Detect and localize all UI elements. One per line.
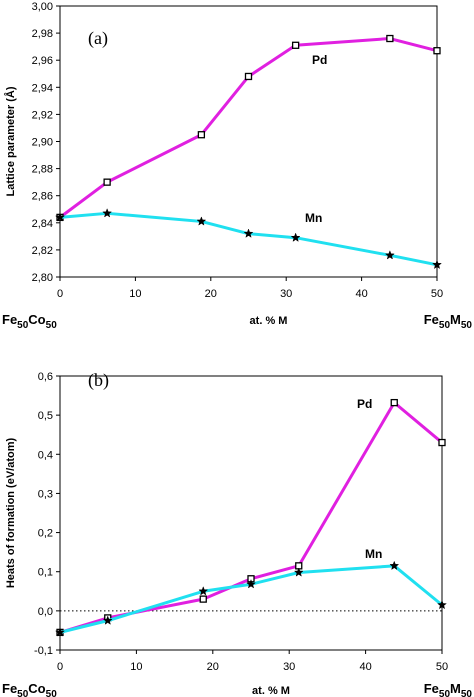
data-point-star [55, 627, 65, 637]
data-point-star [384, 250, 395, 260]
y-tick-label: 2,96 [32, 55, 53, 67]
data-point-star [290, 232, 301, 242]
y-axis-title: Heats of formation (eV/atom) [5, 437, 17, 588]
data-point-square [390, 398, 398, 407]
series-label-pd: Pd [312, 53, 327, 67]
x-tick-label: 50 [431, 288, 443, 300]
plot-frame [59, 5, 438, 278]
series-mn: Mn [55, 547, 447, 637]
data-point-star [198, 586, 209, 596]
panel-label: (a) [88, 28, 108, 49]
data-point-star [55, 212, 65, 222]
y-tick-label: 2,80 [32, 272, 53, 284]
data-point-star [102, 615, 113, 625]
data-point-star [432, 259, 442, 270]
x-tick-label: 30 [283, 661, 295, 673]
x-tick-label: 10 [129, 288, 141, 300]
x-axis-title: at. % M [250, 315, 288, 327]
x-tick-label: 40 [355, 288, 367, 300]
y-tick-label: 0,1 [38, 567, 53, 579]
y-axis-title: Lattice parameter (Å) [4, 86, 17, 196]
series-mn: Mn [55, 208, 442, 270]
x-axis-title: at. % M [252, 685, 290, 697]
y-tick-label: 0,4 [38, 449, 53, 461]
y-tick-label: 3,00 [32, 1, 53, 13]
y-tick-label: 2,92 [32, 109, 53, 121]
data-point-star [102, 208, 113, 218]
data-point-square [291, 41, 300, 49]
panel-label: (b) [88, 370, 109, 391]
x-tick-label: 0 [57, 661, 63, 673]
x-end-label-right: Fe50M50 [424, 312, 473, 331]
data-point-square [197, 131, 206, 139]
data-point-star [389, 560, 400, 571]
data-point-star [196, 216, 207, 226]
data-point-star [437, 599, 447, 610]
y-tick-label: -0,1 [34, 645, 53, 657]
data-point-square [244, 72, 253, 81]
x-tick-label: 50 [436, 661, 448, 673]
y-tick-label: 2,98 [32, 28, 53, 40]
x-tick-label: 0 [57, 288, 63, 300]
series-line-mn [59, 211, 438, 267]
data-point-star [293, 567, 304, 577]
series-label-mn: Mn [365, 547, 382, 561]
series-pd: Pd [56, 34, 441, 222]
x-tick-label: 30 [280, 288, 292, 300]
data-point-square [103, 178, 111, 186]
data-point-star [246, 579, 256, 589]
y-tick-label: 0,3 [38, 488, 53, 500]
x-tick-label: 20 [207, 661, 219, 673]
data-point-square [433, 47, 441, 55]
x-end-label-left: Fe50Co50 [2, 312, 57, 331]
x-end-label-right: Fe50M50 [424, 681, 473, 697]
y-tick-label: 0,6 [38, 371, 53, 383]
y-tick-label: 0,5 [38, 410, 53, 422]
y-tick-label: 2,86 [32, 191, 53, 203]
data-point-square [386, 34, 394, 43]
panel-b: -0,1 0,0 0,1 0,2 0,3 0,4 0,5 0,6 0 10 20 30 40 50 Pd Mn… [2, 370, 472, 697]
panel-a: 2,80 2,82 2,84 2,86 2,88 2,90 2,92 2,94 2,96 2,98… [2, 1, 472, 331]
x-tick-label: 20 [205, 288, 217, 300]
y-tick-label: 0,2 [38, 528, 53, 540]
y-tick-label: 2,82 [32, 245, 53, 257]
y-tick-label: 0,0 [38, 606, 53, 618]
data-point-square [438, 438, 446, 447]
series-line-pd [59, 401, 443, 634]
series-pd: Pd [56, 397, 446, 637]
plot-frame [59, 375, 443, 651]
data-point-star [243, 228, 254, 238]
y-tick-label: 2,90 [32, 137, 53, 149]
x-tick-label: 10 [130, 661, 142, 673]
x-tick-label: 40 [359, 661, 371, 673]
series-label-mn: Mn [305, 211, 322, 225]
x-end-label-left: Fe50Co50 [2, 681, 57, 697]
y-tick-label: 2,84 [32, 218, 53, 230]
series-label-pd: Pd [357, 397, 372, 411]
y-tick-label: 2,88 [32, 164, 53, 176]
series-line-pd [59, 37, 438, 219]
y-tick-label: 2,94 [32, 82, 53, 94]
data-point-square [199, 595, 207, 603]
